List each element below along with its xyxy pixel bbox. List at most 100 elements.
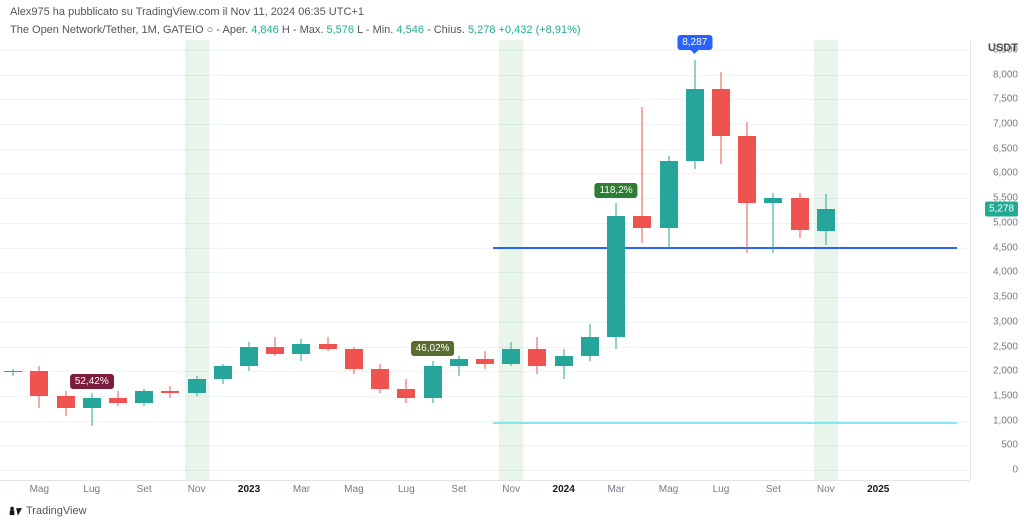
close-val: 5,278 — [468, 24, 496, 36]
candle-body — [397, 389, 415, 399]
candle-body — [161, 391, 179, 393]
candle[interactable] — [345, 40, 363, 480]
x-axis[interactable]: MagLugSetNov2023MarMagLugSetNov2024MarMa… — [0, 480, 970, 500]
x-tick-label: Set — [137, 484, 152, 495]
candle-body — [292, 344, 310, 354]
candle[interactable] — [791, 40, 809, 480]
candle[interactable] — [57, 40, 75, 480]
candle-body — [4, 371, 22, 372]
candle-body — [83, 398, 101, 408]
y-tick-label: 1,000 — [993, 415, 1018, 426]
candle-body — [686, 89, 704, 161]
candle-body — [450, 359, 468, 366]
candle-body — [214, 366, 232, 378]
candle[interactable] — [607, 40, 625, 480]
candle[interactable] — [83, 40, 101, 480]
tv-logo-icon — [8, 504, 22, 518]
pct-val: (+8,91%) — [536, 24, 581, 36]
candle[interactable] — [266, 40, 284, 480]
candle-body — [555, 356, 573, 366]
candle[interactable] — [4, 40, 22, 480]
candle-body — [135, 391, 153, 403]
y-tick-label: 7,500 — [993, 94, 1018, 105]
x-tick-label: Set — [451, 484, 466, 495]
candle[interactable] — [319, 40, 337, 480]
candle[interactable] — [555, 40, 573, 480]
candle[interactable] — [188, 40, 206, 480]
candle[interactable] — [764, 40, 782, 480]
candle[interactable] — [397, 40, 415, 480]
open-val: 4,846 — [251, 24, 279, 36]
y-tick-label: 4,500 — [993, 242, 1018, 253]
candle[interactable] — [161, 40, 179, 480]
candle-body — [502, 349, 520, 364]
x-tick-label: Lug — [713, 484, 730, 495]
candle-body — [30, 371, 48, 396]
candle[interactable] — [712, 40, 730, 480]
x-tick-label: Lug — [83, 484, 100, 495]
y-tick-label: 8,500 — [993, 44, 1018, 55]
high-key: Max. — [300, 24, 324, 36]
annotation-flag[interactable]: 118,2% — [594, 183, 637, 198]
x-tick-label: Nov — [817, 484, 835, 495]
candle-body — [764, 198, 782, 203]
candle-body — [817, 209, 835, 230]
x-tick-label: Mag — [344, 484, 363, 495]
y-tick-label: 2,000 — [993, 366, 1018, 377]
y-tick-label: 500 — [1001, 440, 1018, 451]
symbol-label: The Open Network/Tether, 1M, GATEIO — [10, 24, 204, 36]
candle-body — [188, 379, 206, 394]
candle[interactable] — [109, 40, 127, 480]
candle-body — [712, 89, 730, 136]
y-tick-label: 7,000 — [993, 119, 1018, 130]
candle[interactable] — [686, 40, 704, 480]
x-tick-label: 2023 — [238, 484, 260, 495]
y-tick-label: 6,500 — [993, 143, 1018, 154]
candle-body — [791, 198, 809, 230]
close-key: Chius. — [434, 24, 465, 36]
candle[interactable] — [292, 40, 310, 480]
y-tick-label: 6,000 — [993, 168, 1018, 179]
candle-body — [738, 136, 756, 203]
candle-body — [345, 349, 363, 369]
candle[interactable] — [424, 40, 442, 480]
publish-info: Alex975 ha pubblicato su TradingView.com… — [10, 6, 364, 18]
candle[interactable] — [528, 40, 546, 480]
y-tick-label: 3,000 — [993, 316, 1018, 327]
candle[interactable] — [240, 40, 258, 480]
candle-body — [424, 366, 442, 398]
candle[interactable] — [371, 40, 389, 480]
chart-plot-area[interactable]: 52,42%46,02%118,2%8,287 — [0, 40, 970, 480]
annotation-flag[interactable]: 52,42% — [70, 374, 114, 389]
circle-icon: ○ — [207, 24, 217, 36]
annotation-flag[interactable]: 46,02% — [411, 341, 455, 356]
candle[interactable] — [633, 40, 651, 480]
candle[interactable] — [581, 40, 599, 480]
tradingview-logo: TradingView — [8, 504, 87, 518]
candle[interactable] — [738, 40, 756, 480]
candle-body — [319, 344, 337, 349]
candle[interactable] — [135, 40, 153, 480]
high-val: 5,576 — [326, 24, 354, 36]
x-tick-label: Nov — [188, 484, 206, 495]
brand-text: TradingView — [26, 505, 87, 517]
candle-body — [266, 347, 284, 354]
x-tick-label: Mag — [30, 484, 49, 495]
candle[interactable] — [30, 40, 48, 480]
candle[interactable] — [660, 40, 678, 480]
x-tick-label: Mar — [293, 484, 310, 495]
open-key: Aper. — [222, 24, 248, 36]
candle[interactable] — [476, 40, 494, 480]
candle-body — [581, 337, 599, 357]
candle[interactable] — [214, 40, 232, 480]
candle-body — [371, 369, 389, 389]
candle[interactable] — [817, 40, 835, 480]
annotation-flag[interactable]: 8,287 — [677, 35, 712, 50]
candle[interactable] — [450, 40, 468, 480]
candle[interactable] — [502, 40, 520, 480]
y-tick-label: 4,000 — [993, 267, 1018, 278]
y-tick-label: 3,500 — [993, 292, 1018, 303]
change-val: +0,432 — [499, 24, 533, 36]
y-axis[interactable]: USDT 05001,0001,5002,0002,5003,0003,5004… — [970, 40, 1024, 480]
y-tick-label: 8,000 — [993, 69, 1018, 80]
